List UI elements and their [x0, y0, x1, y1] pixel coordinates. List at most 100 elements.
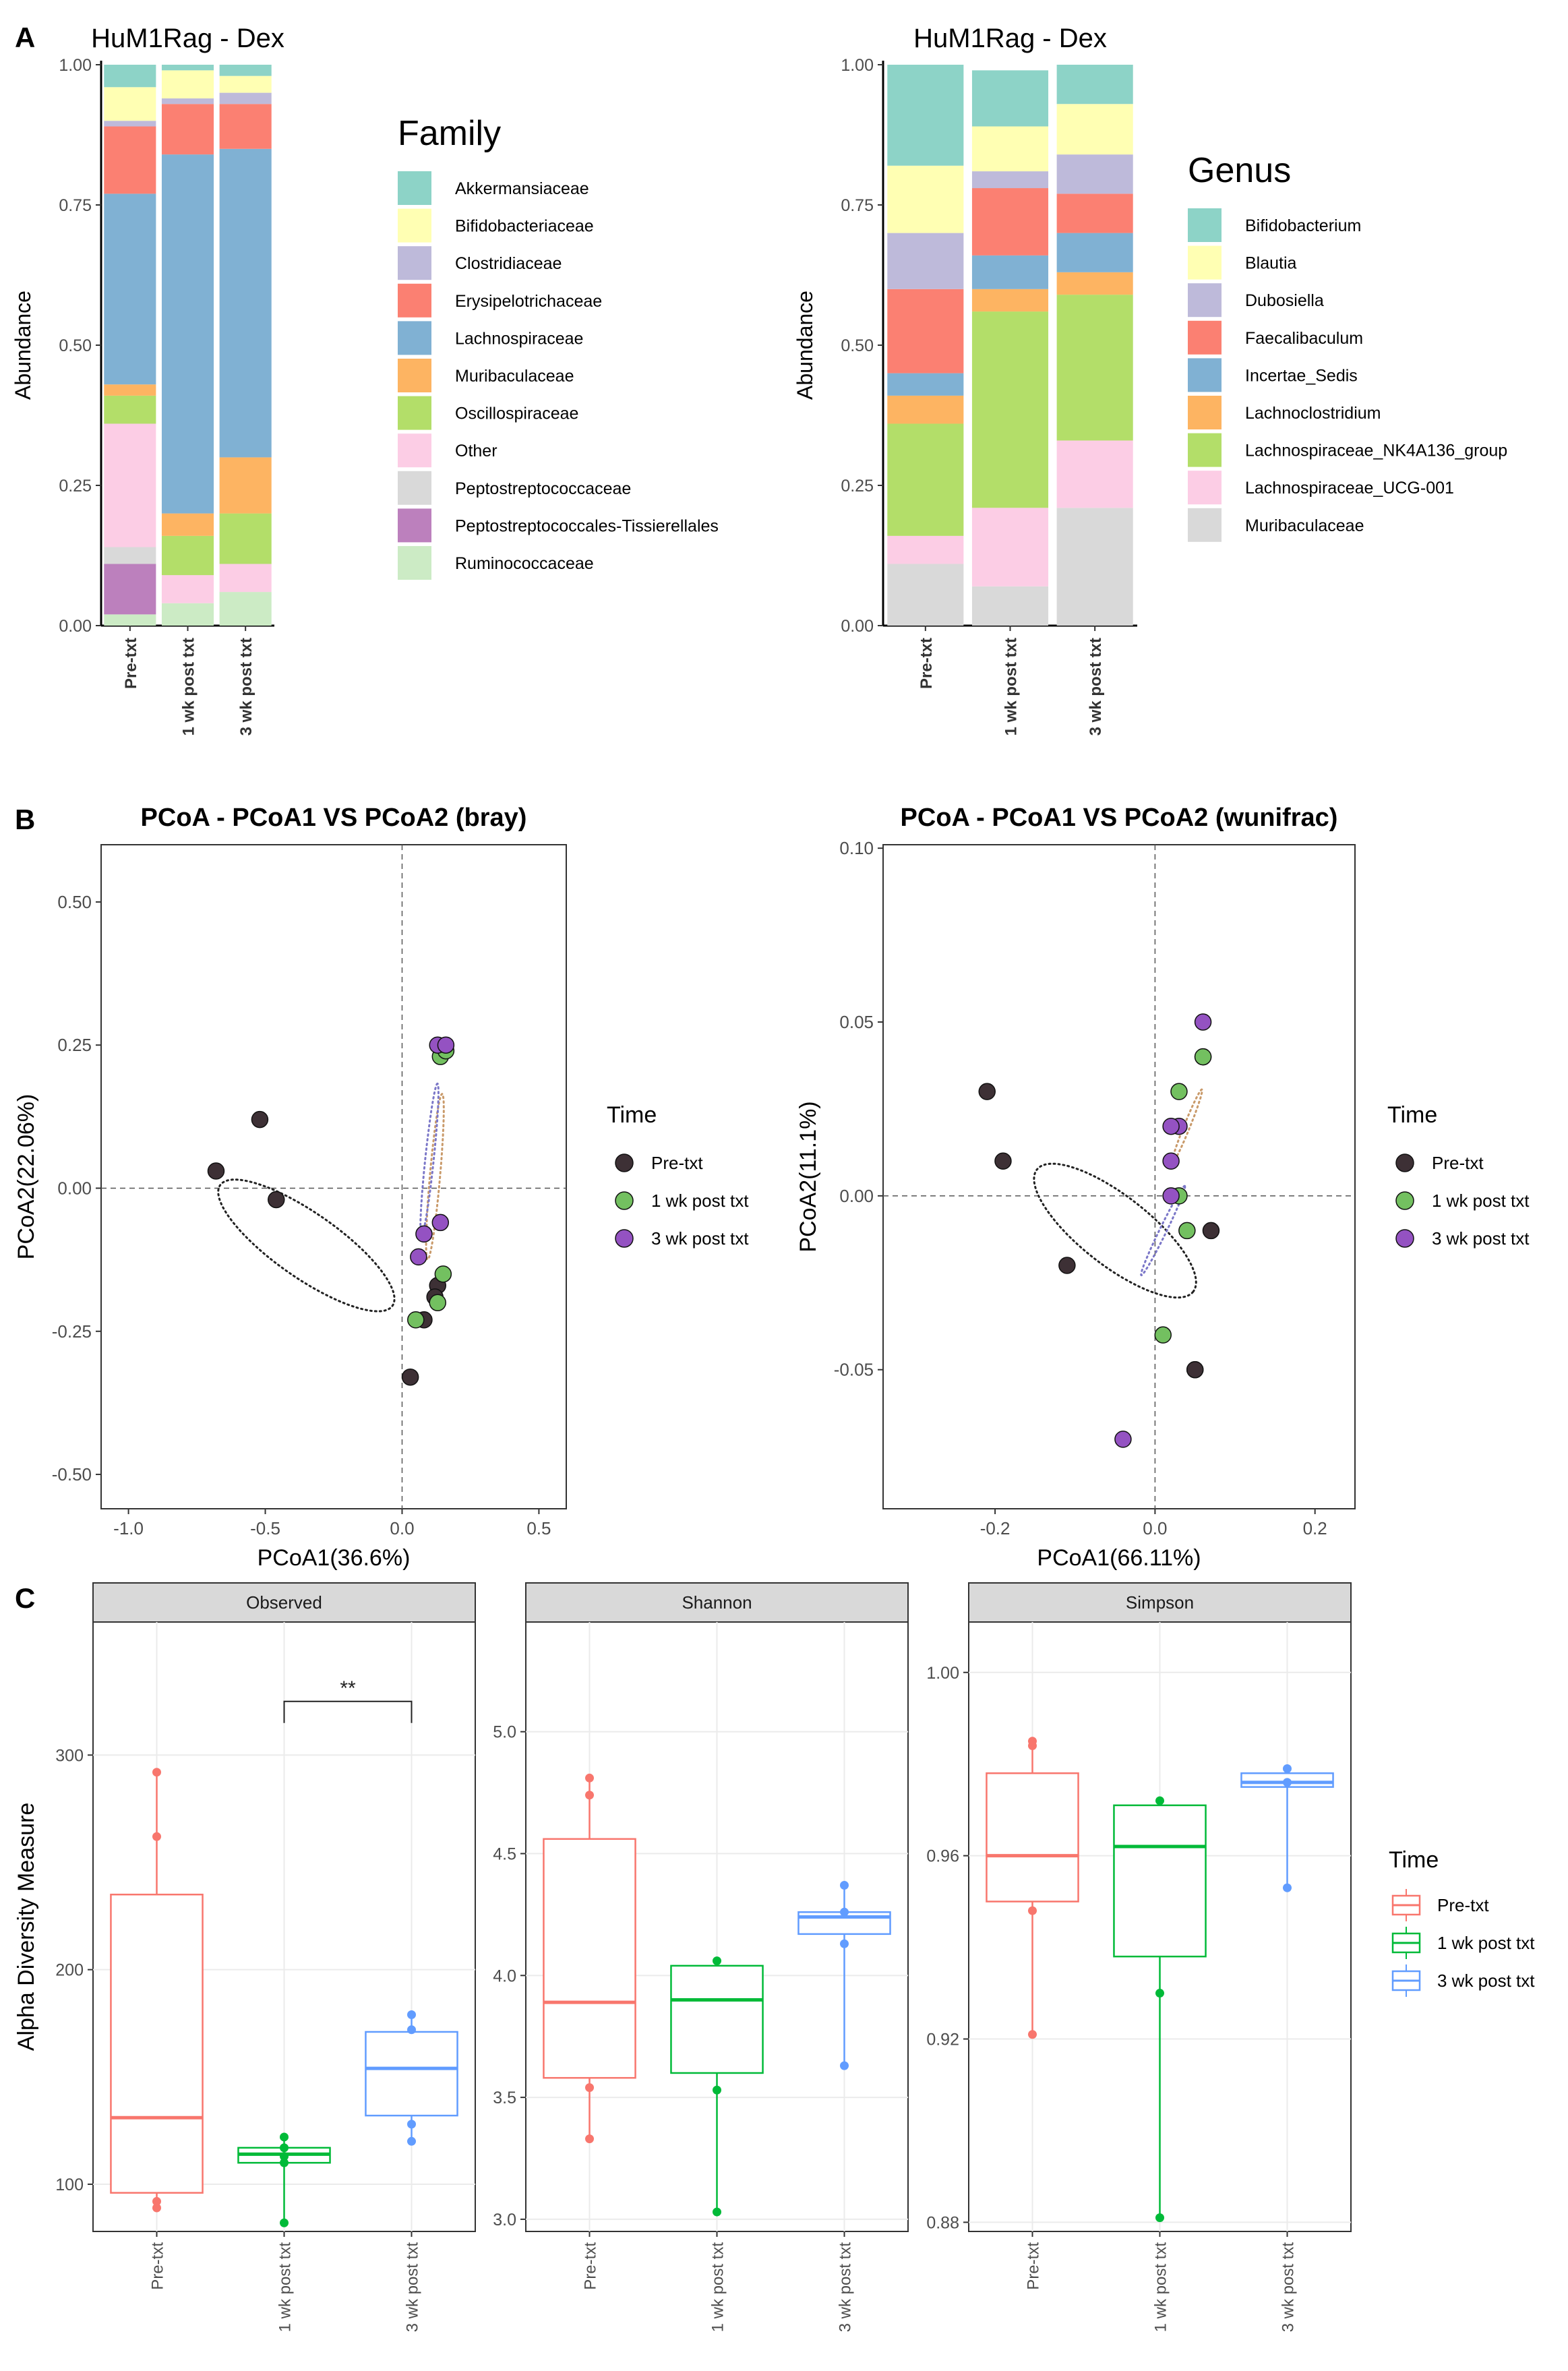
legend-label: Pre-txt [1437, 1895, 1489, 1915]
data-point [280, 2143, 289, 2153]
bar-segment [971, 126, 1049, 172]
y-tick-label: 0.50 [841, 336, 874, 355]
data-point [1194, 1048, 1212, 1066]
y-tick-label: 0.92 [926, 2031, 959, 2049]
bar-segment [1056, 272, 1133, 295]
bar-segment [219, 65, 272, 76]
x-tick-label: 1 wk post txt [180, 638, 198, 736]
y-tick-label: 0.00 [839, 1186, 874, 1206]
legend-label: 3 wk post txt [1432, 1228, 1530, 1249]
chart-title: HuM1Rag - Dex [91, 24, 284, 53]
legend-label: 1 wk post txt [1437, 1933, 1535, 1953]
x-axis-title: PCoA1(66.11%) [1037, 1545, 1201, 1571]
legend-label: 1 wk post txt [1432, 1191, 1530, 1211]
bar-segment [104, 87, 156, 121]
legend-swatch [398, 321, 431, 355]
y-tick-label: 0.00 [57, 1178, 92, 1198]
bar-segment [887, 289, 964, 373]
y-tick-label: 0.00 [841, 617, 874, 636]
y-tick-label: 300 [55, 1746, 84, 1765]
bar-segment [161, 104, 214, 155]
legend-label: Muribaculaceae [1245, 516, 1364, 535]
data-point [1162, 1117, 1180, 1135]
bar-segment [971, 586, 1049, 626]
legend-label: Akkermansiaceae [455, 179, 589, 198]
bar-segment [104, 614, 156, 626]
legend-swatch [398, 208, 431, 243]
data-point [840, 1939, 849, 1948]
data-point [415, 1225, 433, 1243]
x-axis-title: PCoA1(36.6%) [258, 1545, 411, 1571]
y-tick-label: 0.25 [59, 477, 92, 496]
data-point [207, 1162, 225, 1180]
data-point [1028, 2030, 1037, 2039]
legend-label: Peptostreptococcales-Tissierellales [455, 516, 719, 535]
data-point [280, 2218, 289, 2227]
data-point [152, 2196, 161, 2206]
data-point [280, 2158, 289, 2167]
data-point [152, 1832, 161, 1841]
bar-segment [161, 98, 214, 104]
bar-segment [161, 603, 214, 626]
legend-label: Peptostreptococcaceae [455, 479, 631, 498]
bar-segment [219, 592, 272, 626]
bar-segment [971, 70, 1049, 127]
bar-segment [104, 121, 156, 127]
bar-segment [1056, 65, 1133, 104]
legend-key [1395, 1229, 1414, 1248]
y-tick-label: 4.5 [493, 1845, 516, 1864]
legend-swatch [1188, 358, 1222, 392]
data-point [585, 1773, 594, 1782]
y-tick-label: 4.0 [493, 1967, 516, 1985]
legend-swatch [1188, 208, 1222, 242]
x-tick-label: 3 wk post txt [237, 638, 255, 736]
legend-swatch [398, 359, 431, 392]
data-point [1170, 1083, 1188, 1100]
bar-segment [887, 535, 964, 564]
x-tick-label: 3 wk post txt [404, 2242, 422, 2333]
x-tick-label: -0.5 [250, 1518, 280, 1538]
y-tick-label: 0.05 [839, 1012, 874, 1032]
x-tick-label: Pre-txt [917, 638, 936, 689]
x-tick-label: Pre-txt [582, 2242, 600, 2290]
y-tick-label: 1.00 [59, 56, 92, 75]
stacked-bar-chart-0: HuM1Rag - Dex 0.00 0.25 0.50 0.75 1.00 Abundan… [11, 24, 719, 736]
y-tick-label: 0.50 [59, 336, 92, 355]
box [543, 1838, 636, 2079]
data-point [268, 1191, 285, 1209]
bar-segment [104, 395, 156, 424]
legend-label: 1 wk post txt [651, 1191, 749, 1211]
legend-swatch [1188, 245, 1222, 280]
y-tick-label: 0.75 [841, 196, 874, 215]
legend-swatch [398, 171, 431, 205]
x-tick-label: Pre-txt [1025, 2242, 1043, 2290]
y-tick-label: 3.0 [493, 2211, 516, 2229]
data-point [1283, 1778, 1292, 1787]
y-tick-label: 1.00 [841, 56, 874, 75]
legend-label: 3 wk post txt [651, 1228, 749, 1249]
bar-segment [219, 457, 272, 514]
legend-swatch [1188, 396, 1222, 429]
legend-label: Lachnospiraceae_UCG-001 [1245, 479, 1454, 498]
data-point [840, 1907, 849, 1917]
y-tick-label: 3.5 [493, 2089, 516, 2107]
legend-label: Other [455, 442, 497, 460]
data-point [429, 1294, 446, 1312]
data-point [1028, 1741, 1037, 1751]
y-tick-label: -0.25 [52, 1321, 92, 1342]
legend-label: Bifidobacteriaceae [455, 217, 594, 236]
legend-label: Blautia [1245, 254, 1297, 273]
confidence-ellipse [1140, 1184, 1186, 1277]
x-tick-label: 1 wk post txt [1152, 2242, 1170, 2333]
bar-segment [104, 384, 156, 396]
bar-segment [971, 508, 1049, 587]
legend-swatch [398, 283, 431, 318]
data-point [1162, 1187, 1180, 1205]
legend-swatch [398, 508, 431, 543]
y-tick-label: 0.88 [926, 2213, 959, 2232]
legend-key [615, 1191, 634, 1210]
legend-swatch [1188, 471, 1222, 505]
x-tick-label: Pre-txt [149, 2242, 167, 2290]
bar-segment [104, 564, 156, 615]
